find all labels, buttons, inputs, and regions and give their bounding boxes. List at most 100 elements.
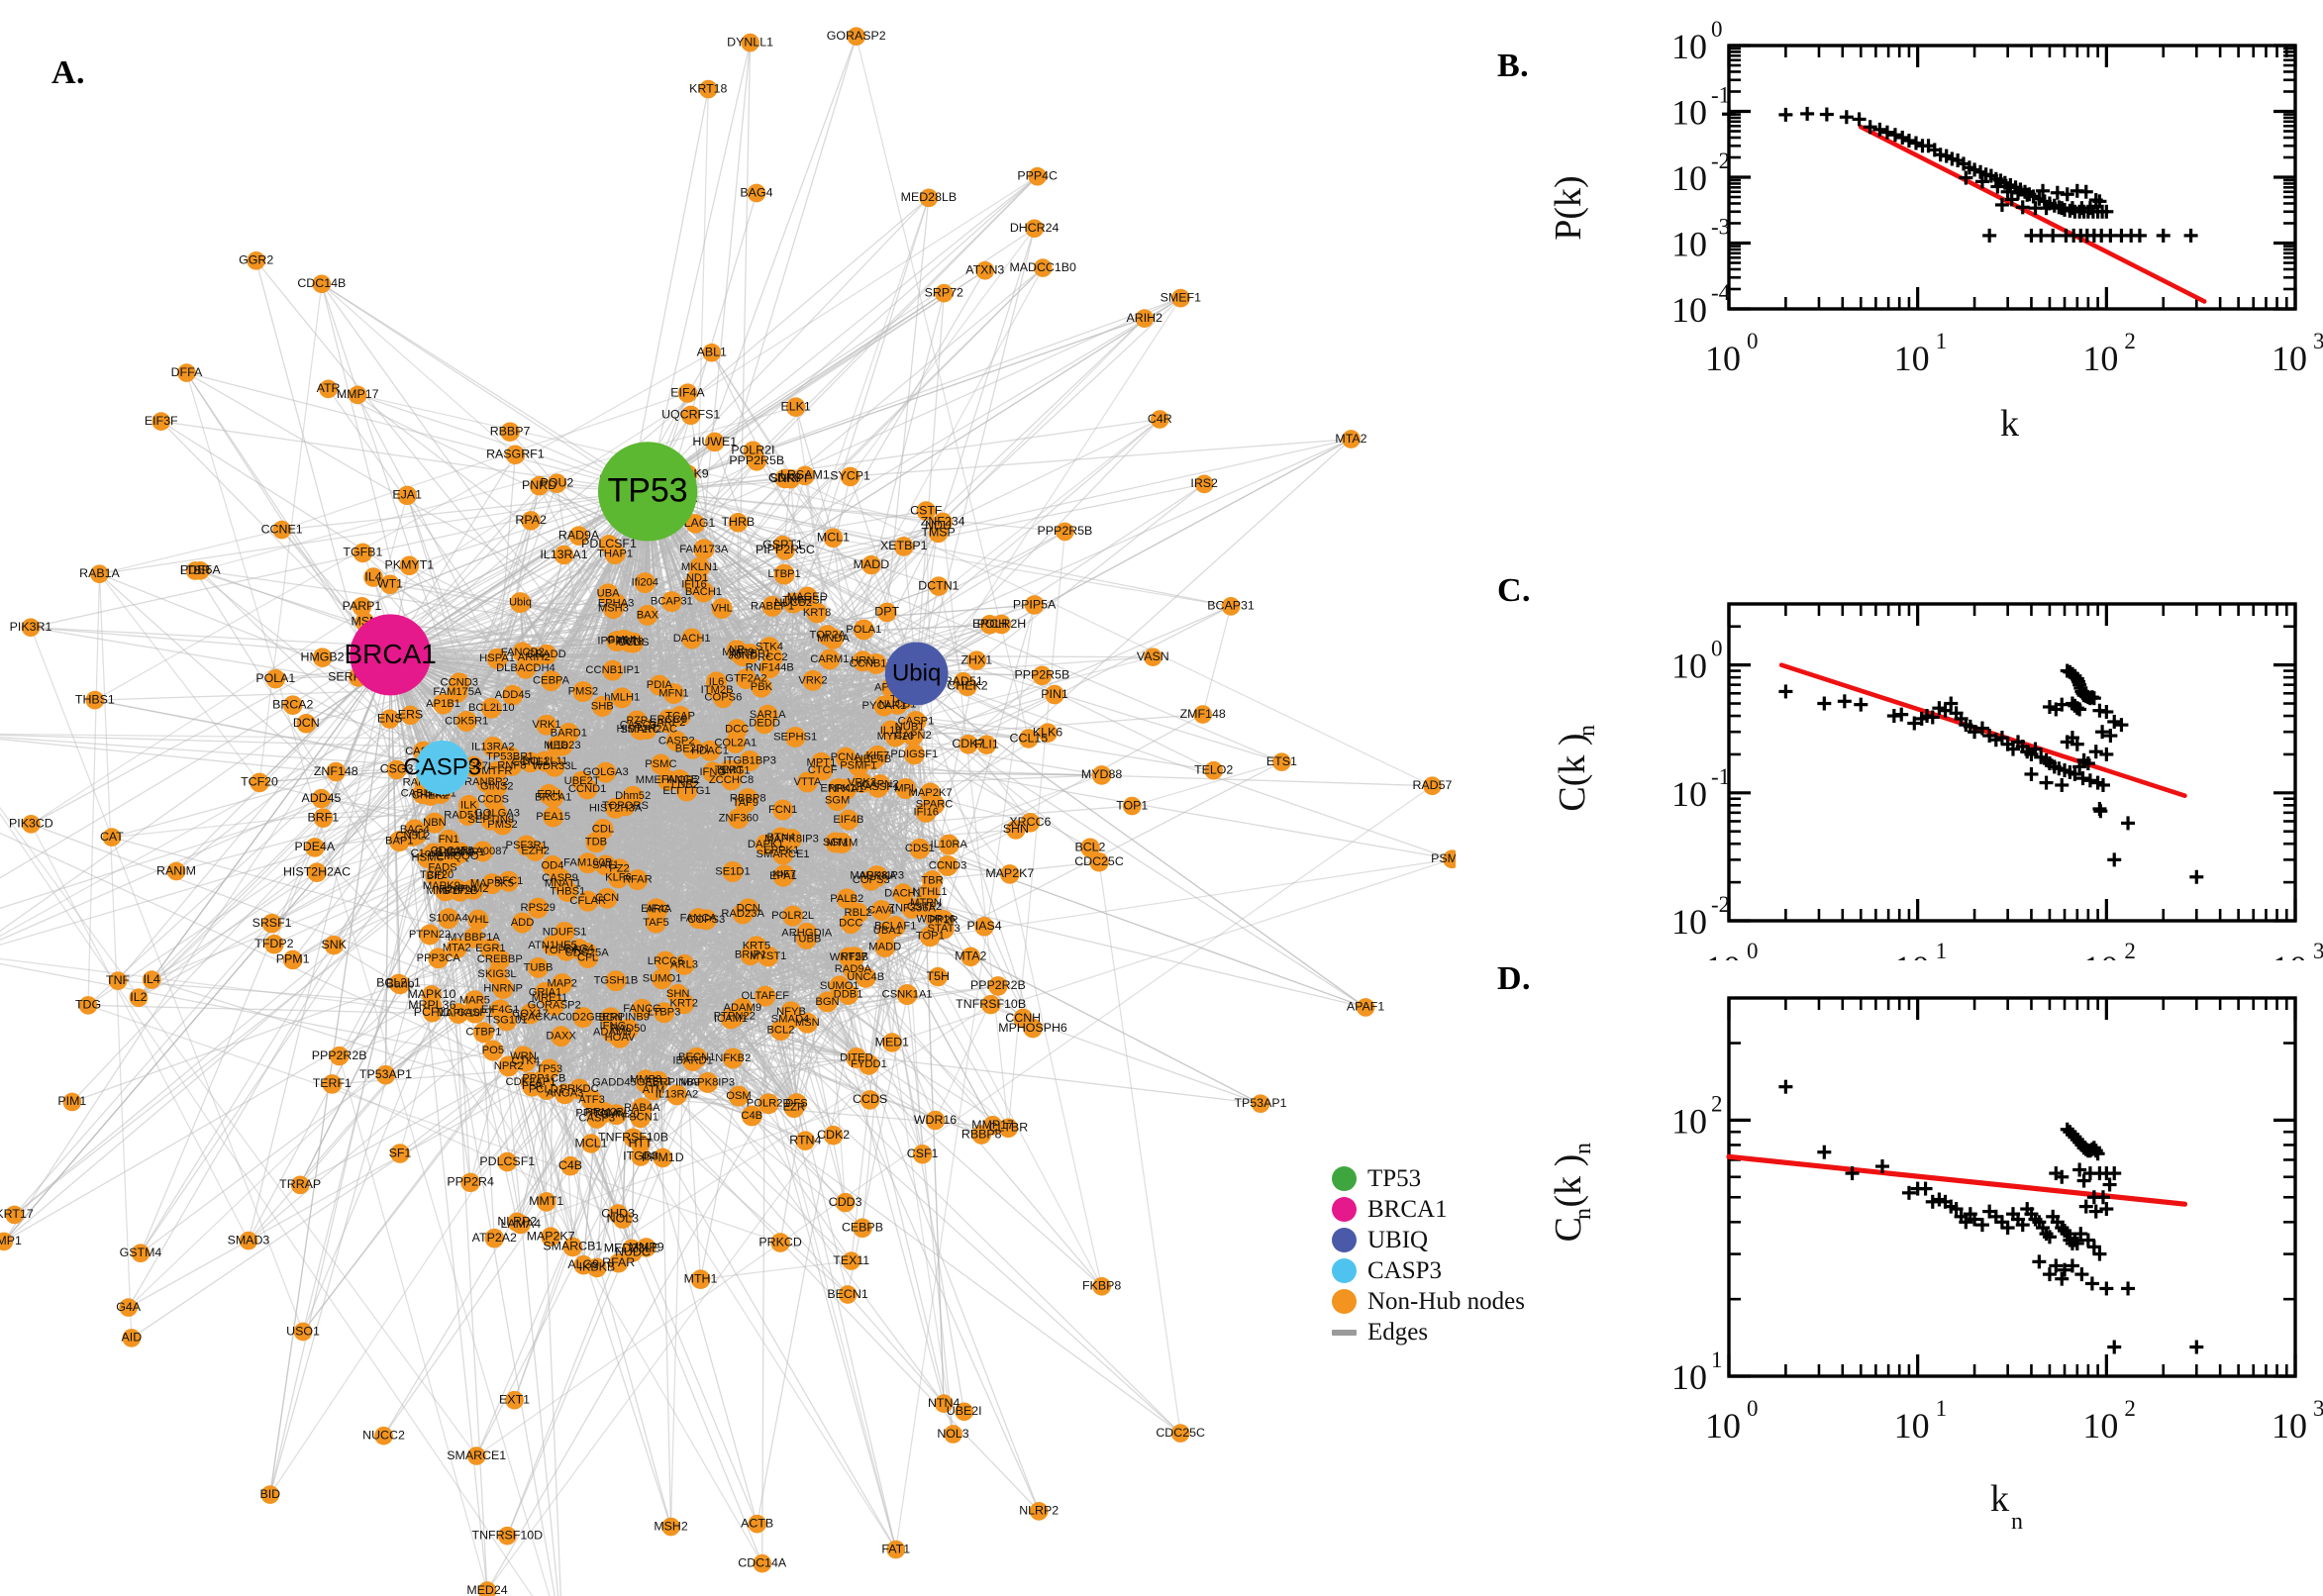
network-node[interactable] <box>400 705 421 726</box>
network-node[interactable] <box>774 468 795 489</box>
network-node[interactable] <box>637 604 658 626</box>
network-node[interactable] <box>484 1228 505 1248</box>
network-node[interactable] <box>622 785 644 807</box>
network-node[interactable] <box>702 761 724 783</box>
network-node[interactable] <box>751 676 772 698</box>
network-node[interactable] <box>319 379 338 399</box>
network-node[interactable] <box>447 681 468 703</box>
network-node[interactable] <box>380 574 400 595</box>
network-node[interactable] <box>547 473 567 493</box>
network-node[interactable] <box>511 1214 531 1235</box>
network-node[interactable] <box>388 831 410 852</box>
network-node[interactable] <box>847 27 866 47</box>
network-node[interactable] <box>467 909 489 931</box>
network-node[interactable] <box>866 745 888 766</box>
network-node[interactable] <box>975 260 995 280</box>
network-node[interactable] <box>758 637 780 658</box>
network-node[interactable] <box>463 927 484 948</box>
network-node[interactable] <box>784 726 806 748</box>
network-node[interactable] <box>419 924 441 946</box>
network-node[interactable] <box>735 792 757 814</box>
network-node[interactable] <box>554 545 574 565</box>
network-node[interactable] <box>773 563 795 585</box>
network-node[interactable] <box>661 1517 680 1537</box>
network-node[interactable] <box>722 860 744 882</box>
network-node[interactable] <box>460 1172 480 1193</box>
network-node[interactable] <box>593 1102 615 1123</box>
network-node[interactable] <box>568 526 589 546</box>
network-node[interactable] <box>311 788 332 809</box>
network-node[interactable] <box>732 903 754 925</box>
network-node[interactable] <box>560 1155 580 1176</box>
network-node[interactable] <box>753 1553 772 1573</box>
network-node[interactable] <box>1170 1424 1190 1443</box>
network-node[interactable] <box>1342 430 1361 449</box>
network-node[interactable] <box>404 819 426 841</box>
network-node[interactable] <box>627 869 649 891</box>
network-node[interactable] <box>782 592 804 614</box>
network-node[interactable] <box>728 808 750 830</box>
network-node[interactable] <box>22 815 41 834</box>
network-node[interactable] <box>1006 820 1026 840</box>
hub-node-tp53[interactable] <box>597 442 698 542</box>
network-node[interactable] <box>682 738 703 759</box>
network-node[interactable] <box>533 1068 555 1090</box>
network-node[interactable] <box>974 916 994 937</box>
network-node[interactable] <box>1032 665 1053 686</box>
network-node[interactable] <box>1033 258 1053 277</box>
network-node[interactable] <box>646 898 667 920</box>
network-node[interactable] <box>78 996 98 1015</box>
network-node[interactable] <box>1056 522 1074 542</box>
network-node[interactable] <box>698 79 718 99</box>
network-node[interactable] <box>1251 1094 1270 1114</box>
network-node[interactable] <box>1135 309 1155 328</box>
network-node[interactable] <box>528 956 549 978</box>
network-node[interactable] <box>773 864 795 886</box>
network-node[interactable] <box>505 1390 524 1410</box>
network-node[interactable] <box>835 1192 856 1213</box>
network-node[interactable] <box>166 861 186 881</box>
network-node[interactable] <box>934 1394 954 1413</box>
network-node[interactable] <box>846 1047 867 1069</box>
network-node[interactable] <box>761 595 783 617</box>
network-node[interactable] <box>916 501 937 521</box>
network-node[interactable] <box>552 973 573 995</box>
network-node[interactable] <box>1089 851 1109 872</box>
network-node[interactable] <box>795 465 815 486</box>
hub-node-casp3[interactable] <box>415 740 470 795</box>
network-node[interactable] <box>602 1016 624 1038</box>
network-node[interactable] <box>988 976 1008 996</box>
network-node[interactable] <box>1024 595 1045 615</box>
network-node[interactable] <box>585 832 607 853</box>
network-node[interactable] <box>399 555 420 576</box>
network-node[interactable] <box>482 1040 504 1061</box>
network-node[interactable] <box>928 516 949 537</box>
network-node[interactable] <box>296 713 317 734</box>
network-node[interactable] <box>512 912 534 934</box>
network-node[interactable] <box>250 772 269 793</box>
network-node[interactable] <box>480 697 502 719</box>
network-node[interactable] <box>515 1050 537 1072</box>
network-node[interactable] <box>704 432 725 452</box>
network-node[interactable] <box>542 935 563 956</box>
network-node[interactable] <box>497 1526 517 1546</box>
network-node[interactable] <box>529 475 550 496</box>
network-node[interactable] <box>722 1047 744 1069</box>
network-node[interactable] <box>536 714 557 736</box>
network-node[interactable] <box>5 1205 24 1225</box>
network-node[interactable] <box>683 573 705 595</box>
network-node[interactable] <box>505 445 526 465</box>
network-node[interactable] <box>562 1237 583 1257</box>
network-node[interactable] <box>581 1134 601 1153</box>
network-node[interactable] <box>21 618 41 638</box>
network-node[interactable] <box>595 761 617 783</box>
network-node[interactable] <box>1019 729 1039 748</box>
network-node[interactable] <box>247 251 266 270</box>
network-node[interactable] <box>835 747 857 768</box>
network-node[interactable] <box>375 1064 396 1085</box>
network-node[interactable] <box>348 385 367 405</box>
network-node[interactable] <box>536 1192 556 1212</box>
network-node[interactable] <box>838 809 859 831</box>
network-node[interactable] <box>353 543 373 563</box>
network-node[interactable] <box>795 1131 816 1150</box>
